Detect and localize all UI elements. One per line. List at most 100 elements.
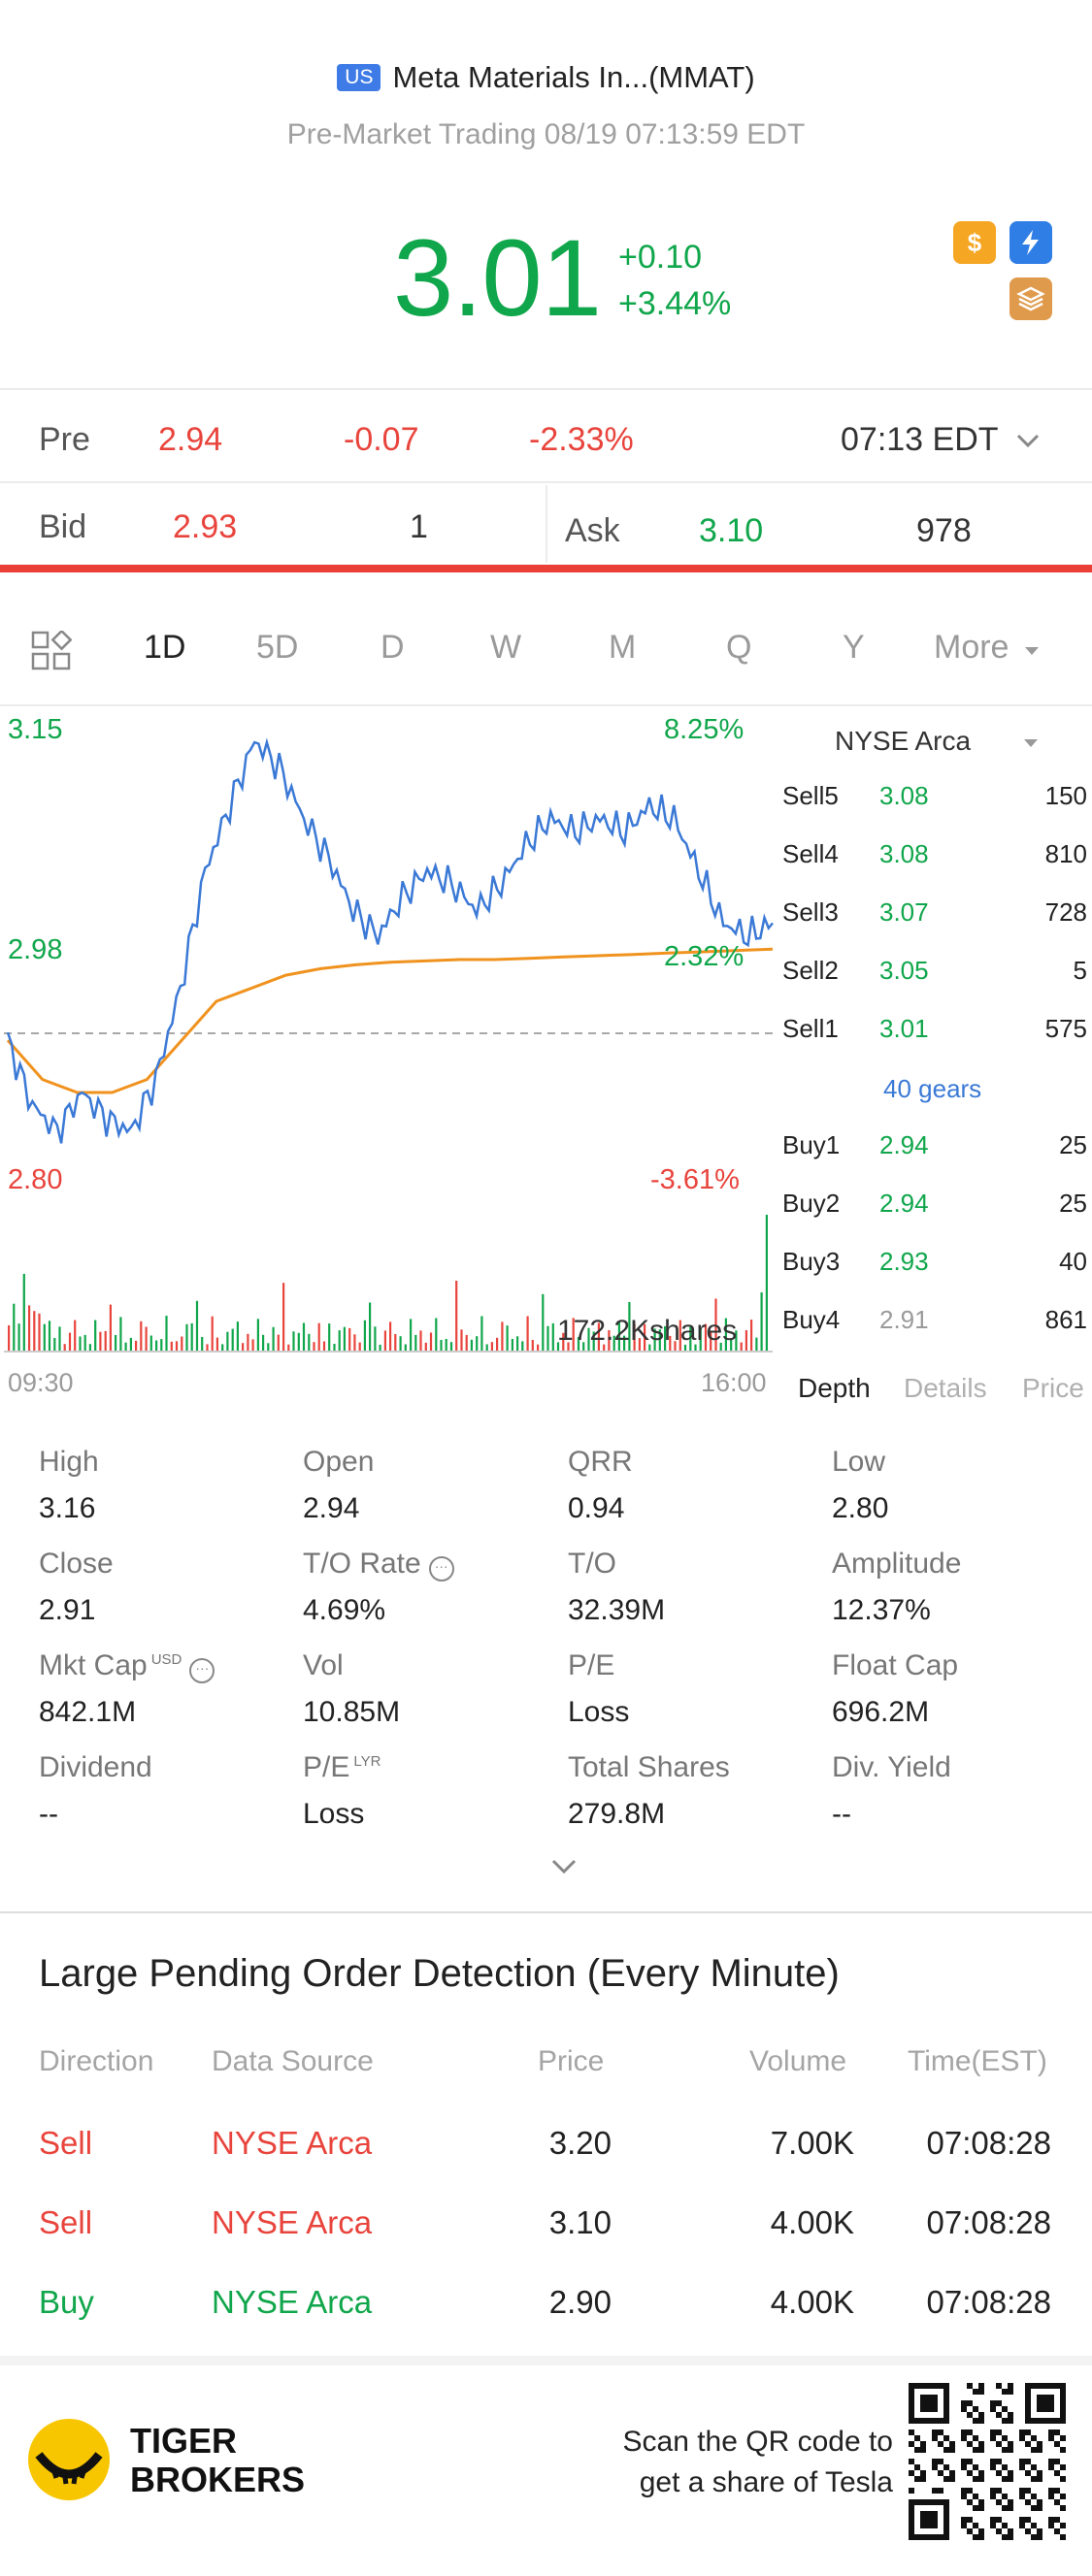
promo-text: Scan the QR code to get a share of Tesla (544, 2422, 894, 2503)
gears-link[interactable]: 40 gears (883, 1074, 982, 1103)
qr-module (1002, 2505, 1008, 2511)
qr-module (938, 2441, 943, 2447)
qr-module (978, 2476, 984, 2482)
tab-details[interactable]: Details (904, 1373, 987, 1403)
pre-price: 2.94 (158, 421, 223, 458)
qr-module (1037, 2441, 1042, 2447)
volume-bar (572, 1318, 575, 1351)
stat-label: Dividend (39, 1751, 152, 1784)
volume-bar (53, 1338, 56, 1351)
volume-bar (628, 1302, 631, 1351)
qr-module (914, 2464, 920, 2470)
volume-bar (740, 1342, 743, 1351)
volume-bar (480, 1316, 483, 1351)
intraday-chart[interactable] (0, 699, 777, 1397)
qr-module (1048, 2459, 1054, 2464)
qr-module (1025, 2499, 1031, 2505)
volume-bar (8, 1325, 11, 1351)
qr-module (978, 2528, 984, 2534)
tab-m[interactable]: M (609, 629, 637, 666)
volume-bar (623, 1335, 626, 1351)
expand-chevron-icon[interactable] (549, 1857, 579, 1881)
qr-module (996, 2412, 1002, 2418)
flash-icon[interactable] (1009, 221, 1052, 264)
volume-bar (435, 1318, 438, 1351)
qr-module (978, 2505, 984, 2511)
info-icon[interactable]: ··· (189, 1658, 215, 1683)
brand-name: TIGER BROKERS (130, 2422, 305, 2499)
layer-icon[interactable] (1009, 277, 1052, 320)
volume-bar (689, 1326, 692, 1351)
qr-module (1002, 2435, 1008, 2441)
stat-label: QRR (568, 1446, 633, 1479)
qr-module (949, 2476, 955, 2482)
volume-bar (358, 1342, 361, 1351)
qr-module (949, 2447, 955, 2453)
volume-bar (760, 1292, 763, 1351)
stat-value: 32.39M (568, 1594, 666, 1626)
volume-bar (542, 1293, 545, 1351)
volume-bar (710, 1331, 712, 1351)
stat-label: High (39, 1446, 99, 1479)
qr-module (973, 2389, 978, 2395)
qr-module (1002, 2476, 1008, 2482)
y-high-label: 3.15 (8, 714, 63, 745)
stat-label: Vol (303, 1649, 344, 1682)
stat-label-text: P/E (568, 1649, 615, 1681)
session-time-select[interactable]: 07:13 EDT (841, 421, 1042, 459)
volume-bar (410, 1319, 413, 1351)
order-level-volume: 810 (1044, 839, 1087, 868)
volume-bar (363, 1320, 366, 1351)
volume-bar (115, 1335, 117, 1351)
tab-1d[interactable]: 1D (144, 629, 186, 666)
x-end-label: 16:00 (701, 1368, 767, 1397)
stat-value: 842.1M (39, 1696, 137, 1728)
qr-module (961, 2459, 967, 2464)
divider (0, 1911, 1092, 1913)
volume-bar (551, 1322, 554, 1351)
order-level-label: Buy1 (782, 1130, 841, 1159)
qr-module (1008, 2447, 1013, 2453)
volume-bar (587, 1327, 590, 1351)
order-direction: Buy (39, 2284, 94, 2320)
tab-more[interactable]: More (934, 629, 1042, 667)
info-icon[interactable]: ··· (428, 1556, 454, 1581)
tab-price[interactable]: Price (1022, 1373, 1084, 1403)
tab-y[interactable]: Y (843, 629, 865, 666)
order-level-price: 2.94 (879, 1189, 929, 1218)
qr-module (967, 2441, 973, 2447)
brand-line2: BROKERS (130, 2460, 306, 2499)
exchange-select[interactable]: NYSE Arca (835, 726, 1041, 757)
qr-module (1037, 2499, 1042, 2505)
tab-depth[interactable]: Depth (798, 1373, 871, 1403)
qr-module (1008, 2505, 1013, 2511)
volume-bar (140, 1321, 143, 1351)
bid-label: Bid (39, 508, 87, 545)
col-time: Time(EST) (908, 2045, 1047, 2077)
tab-d[interactable]: D (381, 629, 405, 666)
volume-bar (664, 1325, 667, 1351)
volume-bar (704, 1323, 708, 1351)
volume-bar (195, 1300, 199, 1351)
order-level-price: 2.93 (879, 1247, 929, 1276)
volume-bar (338, 1330, 341, 1351)
tab-5d[interactable]: 5D (256, 629, 299, 666)
dollar-icon[interactable]: $ (953, 221, 996, 264)
stock-name: Meta Materials In...(MMAT) (392, 60, 755, 94)
qr-module (967, 2412, 973, 2418)
volume-bar (353, 1334, 356, 1351)
stat-value: 3.16 (39, 1492, 96, 1524)
order-level-volume: 25 (1059, 1189, 1087, 1218)
tab-q[interactable]: Q (726, 629, 752, 666)
session-time: 07:13 EDT (841, 421, 998, 458)
stat-label-sup: LYR (353, 1753, 381, 1770)
qr-module (973, 2534, 978, 2540)
qr-module (1002, 2406, 1008, 2412)
chart-layout-icon[interactable] (31, 629, 73, 676)
qr-module (1031, 2534, 1037, 2540)
order-level-volume: 25 (1059, 1130, 1087, 1159)
qr-module (973, 2406, 978, 2412)
order-level-label: Buy2 (782, 1189, 841, 1218)
qr-module (1054, 2429, 1060, 2435)
tab-w[interactable]: W (490, 629, 522, 666)
